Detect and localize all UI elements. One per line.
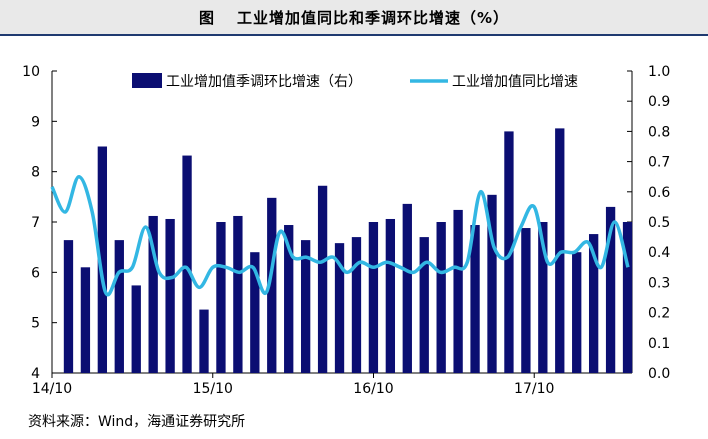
bar (284, 225, 294, 373)
legend: 工业增加值季调环比增速（右） 工业增加值同比增速 (132, 73, 578, 90)
x-tick-label: 15/10 (193, 381, 233, 397)
bar (114, 240, 124, 373)
bar (538, 222, 548, 373)
bar (80, 267, 91, 373)
bar-series-qoq (63, 128, 633, 373)
right-tick-label: 0.4 (648, 245, 670, 261)
bar (402, 203, 412, 373)
bar (182, 155, 192, 373)
bar (351, 237, 362, 373)
right-tick-label: 0.6 (648, 185, 670, 201)
bar (131, 285, 141, 373)
right-tick-label: 0.1 (648, 336, 670, 352)
right-tick-label: 0.7 (648, 155, 670, 171)
left-tick-label: 7 (31, 215, 40, 231)
right-tick-label: 0.0 (648, 366, 670, 382)
right-tick-label: 0.2 (648, 306, 670, 322)
left-tick-label: 9 (31, 114, 40, 130)
left-tick-label: 8 (31, 165, 40, 181)
right-tick-label: 0.5 (648, 215, 670, 231)
source-note: 资料来源：Wind，海通证券研究所 (28, 414, 246, 430)
bar (572, 252, 582, 373)
legend-label-bar: 工业增加值季调环比增速（右） (166, 74, 362, 90)
bar (267, 197, 277, 373)
bar (487, 194, 497, 373)
x-tick-label: 14/10 (32, 381, 72, 397)
figure-label: 图 (198, 8, 215, 27)
bar (199, 309, 209, 373)
bar (97, 146, 108, 373)
left-tick-label: 6 (31, 265, 40, 281)
bar (300, 240, 311, 373)
bar (334, 243, 345, 373)
bar (165, 218, 175, 373)
left-tick-label: 4 (31, 366, 40, 382)
x-tick-label: 16/10 (353, 381, 393, 397)
right-tick-label: 0.8 (648, 124, 670, 140)
axes: 4 5 6 7 8 9 10 0.0 0.1 0.2 0.3 0.4 0.5 0.6 0.7 0.8 0.9 1.… (22, 64, 670, 397)
bar (385, 218, 396, 373)
bar (216, 222, 226, 373)
bar (605, 206, 616, 373)
bar (436, 222, 446, 373)
line-path (50, 174, 630, 297)
chart-title: 图 工业增加值同比和季调环比增速（%） (0, 0, 708, 36)
legend-label-line: 工业增加值同比增速 (452, 74, 578, 90)
bar (148, 215, 158, 373)
bar (233, 215, 243, 373)
bar (317, 185, 328, 373)
bar (63, 240, 74, 373)
right-tick-label: 1.0 (648, 64, 670, 80)
right-tick-label: 0.3 (648, 275, 670, 291)
bar (419, 237, 429, 373)
x-tick-label: 17/10 (514, 381, 554, 397)
bar (250, 252, 260, 373)
bar (470, 225, 480, 373)
chart-title-text: 工业增加值同比和季调环比增速（%） (236, 8, 510, 27)
bar (368, 222, 379, 373)
left-tick-label: 10 (22, 64, 40, 80)
bar (521, 228, 531, 373)
left-tick-label: 5 (31, 316, 40, 332)
right-tick-label: 0.9 (648, 94, 670, 110)
bar (555, 128, 565, 373)
line-series-yoy (50, 174, 630, 297)
bar (588, 234, 599, 373)
bar (622, 222, 633, 373)
legend-swatch-bar (132, 73, 162, 88)
bar (453, 209, 463, 373)
